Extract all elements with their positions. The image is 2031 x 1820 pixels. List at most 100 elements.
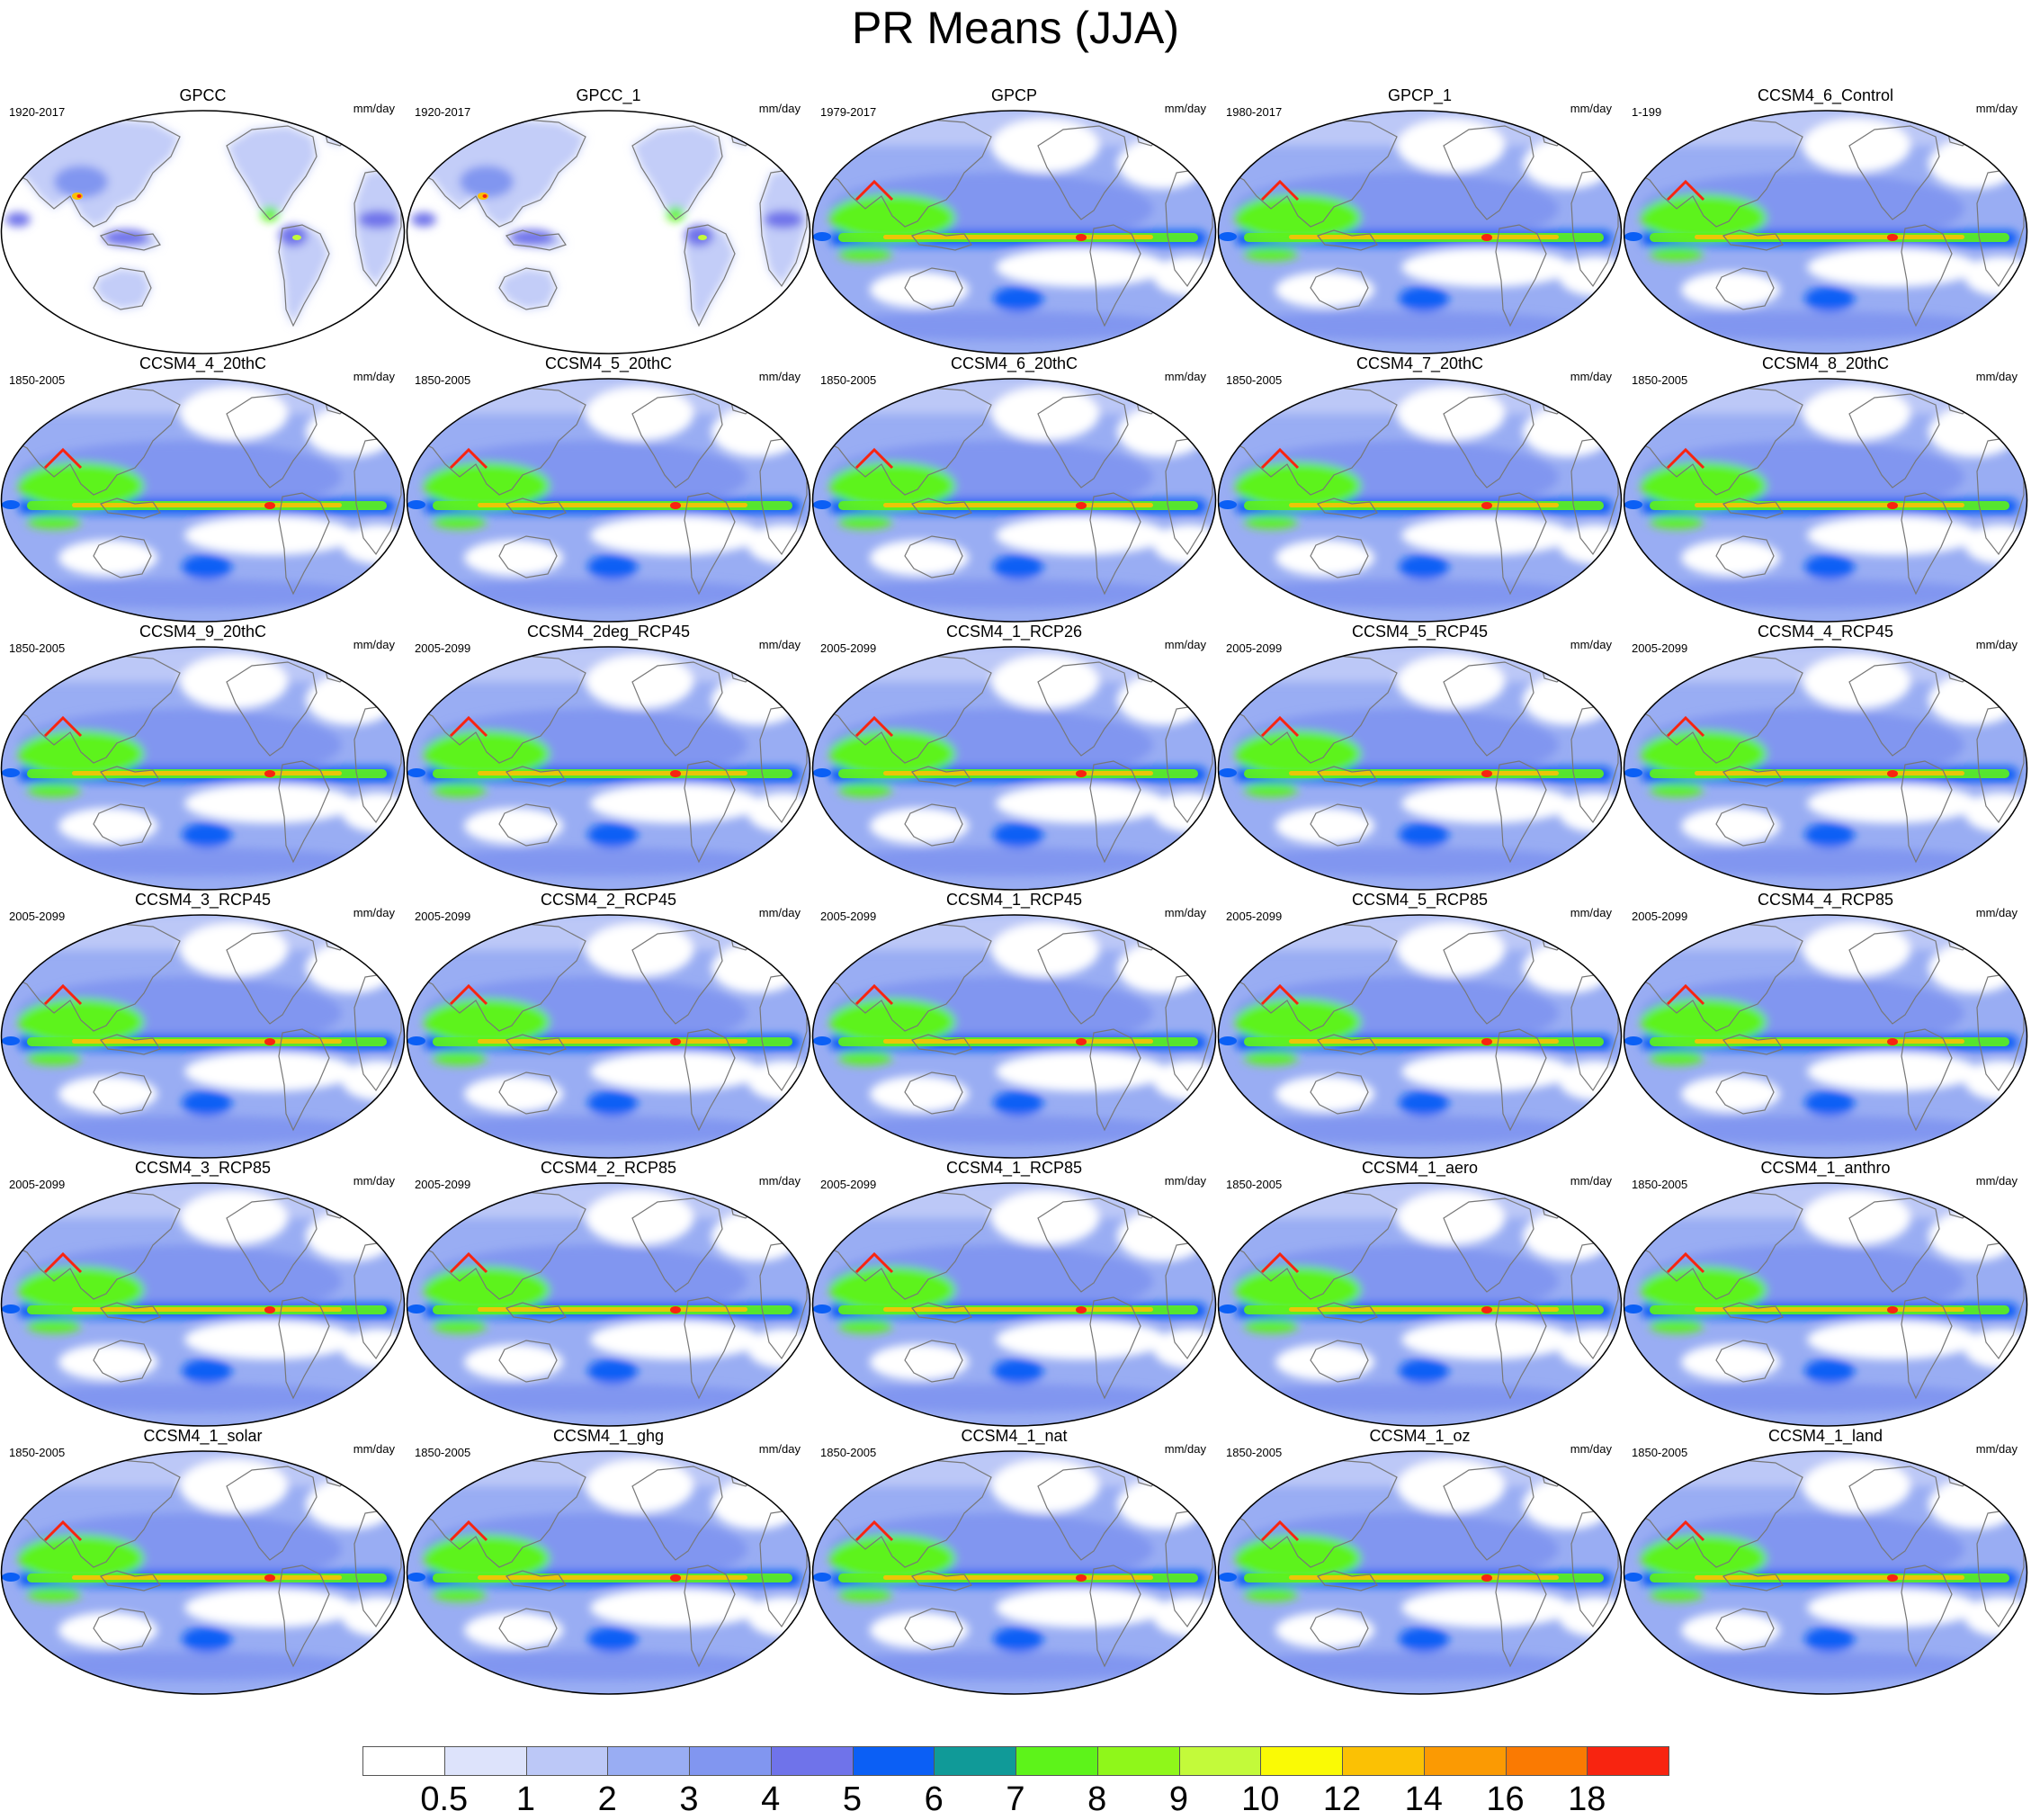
panel-units: mm/day [353, 1442, 395, 1456]
colorbar-label: 3 [679, 1780, 699, 1818]
panel-units: mm/day [758, 1442, 801, 1456]
panel-period: 2005-2099 [1632, 641, 1688, 655]
panel-period: 1850-2005 [415, 373, 471, 387]
precip-map [1217, 1450, 1623, 1695]
map-panel: CCSM4_1_RCP45 2005-2099 mm/day [811, 891, 1217, 1159]
panel-units: mm/day [758, 102, 801, 115]
precip-map [0, 110, 406, 354]
panel-title: GPCC_1 [576, 86, 641, 104]
panel-units: mm/day [1164, 1174, 1206, 1188]
panel-period: 2005-2099 [415, 1178, 471, 1191]
colorbar-label: 14 [1404, 1780, 1443, 1818]
panel-units: mm/day [1975, 1174, 2018, 1188]
panel-units: mm/day [1164, 102, 1206, 115]
precip-map [811, 378, 1217, 623]
precip-map [406, 646, 811, 891]
panel-units: mm/day [758, 1174, 801, 1188]
colorbar-label: 8 [1087, 1780, 1107, 1818]
panel-title: GPCC [179, 86, 227, 104]
map-panel: CCSM4_2_RCP45 2005-2099 mm/day [406, 891, 811, 1159]
map-panel: CCSM4_3_RCP85 2005-2099 mm/day [0, 1159, 406, 1427]
panel-period: 2005-2099 [820, 641, 877, 655]
panel-title: CCSM4_5_20thC [544, 354, 673, 372]
map-panel-grid: GPCC 1920-2017 mm/day GPCC_1 1920-2017 mm/day… [0, 86, 2028, 1695]
precip-map [811, 1450, 1217, 1695]
panel-period: 2005-2099 [820, 1178, 877, 1191]
map-panel: GPCC 1920-2017 mm/day [0, 86, 406, 354]
precip-map [0, 914, 406, 1159]
map-panel: CCSM4_1_land 1850-2005 mm/day [1623, 1427, 2028, 1695]
figure-title: PR Means (JJA) [852, 3, 1179, 53]
panel-period: 2005-2099 [1226, 641, 1283, 655]
map-panel: CCSM4_6_Control 1-199 mm/day [1623, 86, 2028, 354]
colorbar-swatch [934, 1746, 1016, 1776]
panel-period: 1850-2005 [9, 373, 66, 387]
colorbar-swatch [525, 1746, 609, 1776]
map-panel: CCSM4_6_20thC 1850-2005 mm/day [811, 354, 1217, 623]
panel-title: CCSM4_9_20thC [139, 623, 267, 641]
panel-title: CCSM4_1_land [1767, 1427, 1883, 1445]
map-panel: CCSM4_9_20thC 1850-2005 mm/day [0, 623, 406, 891]
panel-units: mm/day [1164, 906, 1206, 919]
panel-title: CCSM4_1_anthro [1760, 1159, 1891, 1177]
panel-units: mm/day [758, 906, 801, 919]
panel-units: mm/day [1570, 1174, 1612, 1188]
panel-period: 2005-2099 [9, 1178, 66, 1191]
panel-period: 1850-2005 [1632, 373, 1688, 387]
precip-map [811, 646, 1217, 891]
colorbar-label: 18 [1568, 1780, 1606, 1818]
colorbar-label: 9 [1168, 1780, 1189, 1818]
map-panel: GPCC_1 1920-2017 mm/day [406, 86, 811, 354]
colorbar-swatch [1342, 1746, 1425, 1776]
panel-units: mm/day [1975, 638, 2018, 651]
panel-title: CCSM4_4_RCP45 [1757, 623, 1894, 641]
panel-title: CCSM4_1_nat [961, 1427, 1068, 1445]
colorbar-label: 12 [1322, 1780, 1362, 1818]
panel-title: CCSM4_3_RCP85 [134, 1159, 272, 1177]
precip-map [1623, 378, 2028, 623]
precip-map [1217, 378, 1623, 623]
colorbar-swatch [1260, 1746, 1343, 1776]
map-panel: CCSM4_2deg_RCP45 2005-2099 mm/day [406, 623, 811, 891]
panel-units: mm/day [1975, 102, 2018, 115]
map-panel: CCSM4_1_anthro 1850-2005 mm/day [1623, 1159, 2028, 1427]
panel-period: 1850-2005 [1226, 1178, 1283, 1191]
panel-units: mm/day [1975, 370, 2018, 383]
precip-map [0, 646, 406, 891]
panel-title: CCSM4_1_ghg [552, 1427, 665, 1445]
colorbar-label: 4 [761, 1780, 781, 1818]
map-panel: GPCP_1 1980-2017 mm/day [1217, 86, 1623, 354]
precip-map [811, 1182, 1217, 1427]
map-panel: CCSM4_7_20thC 1850-2005 mm/day [1217, 354, 1623, 623]
precip-map [406, 1182, 811, 1427]
panel-units: mm/day [1570, 370, 1612, 383]
panel-period: 2005-2099 [1226, 910, 1283, 923]
panel-units: mm/day [1570, 1442, 1612, 1456]
panel-period: 1850-2005 [9, 1446, 66, 1459]
precip-map [1623, 1450, 2028, 1695]
precip-map [406, 1450, 811, 1695]
precip-map [406, 110, 811, 354]
panel-period: 1920-2017 [9, 105, 66, 119]
colorbar-swatch [607, 1746, 690, 1776]
map-panel: CCSM4_5_20thC 1850-2005 mm/day [406, 354, 811, 623]
panel-units: mm/day [1570, 638, 1612, 651]
map-panel: CCSM4_3_RCP45 2005-2099 mm/day [0, 891, 406, 1159]
precip-map [0, 378, 406, 623]
panel-period: 2005-2099 [820, 910, 877, 923]
panel-period: 1850-2005 [415, 1446, 471, 1459]
panel-period: 1850-2005 [9, 641, 66, 655]
panel-period: 1850-2005 [1226, 1446, 1283, 1459]
panel-title: CCSM4_7_20thC [1355, 354, 1484, 372]
map-panel: CCSM4_1_nat 1850-2005 mm/day [811, 1427, 1217, 1695]
panel-period: 1980-2017 [1226, 105, 1283, 119]
colorbar-swatch [1178, 1746, 1262, 1776]
panel-title: CCSM4_1_RCP45 [945, 891, 1083, 909]
map-panel: CCSM4_4_20thC 1850-2005 mm/day [0, 354, 406, 623]
precip-map [1623, 110, 2028, 354]
colorbar-label: 7 [1006, 1780, 1025, 1818]
panel-period: 2005-2099 [415, 910, 471, 923]
panel-units: mm/day [758, 638, 801, 651]
map-panel: CCSM4_1_oz 1850-2005 mm/day [1217, 1427, 1623, 1695]
colorbar-label: 0.5 [420, 1780, 469, 1818]
